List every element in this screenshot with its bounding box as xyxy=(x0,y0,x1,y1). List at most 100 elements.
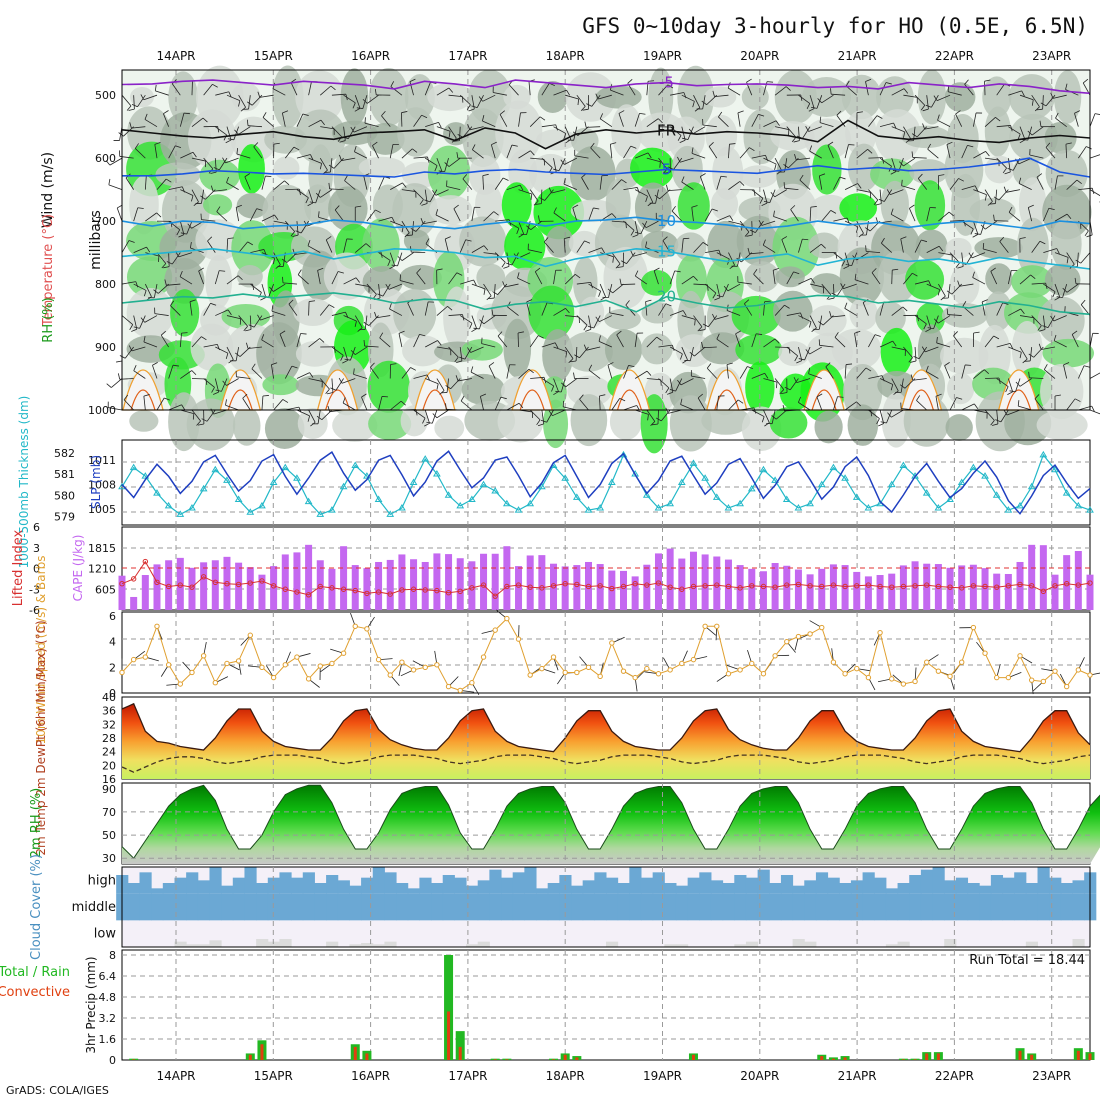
wind-speed-point xyxy=(212,680,219,686)
wind-barb-flag xyxy=(425,238,430,244)
y-tick-label: 32 xyxy=(102,718,116,731)
wind-barb xyxy=(626,252,636,264)
x-tick-label: 20APR xyxy=(740,49,779,63)
wind-barb-flag xyxy=(580,106,586,112)
wind-barb xyxy=(186,220,193,235)
wind-speed-point xyxy=(305,676,312,682)
wind-barb-flag xyxy=(799,174,804,181)
wind-barb-flag xyxy=(1008,206,1013,213)
cloud-bar-high xyxy=(489,869,502,894)
wind-barb xyxy=(1027,207,1033,222)
cloud-bar-middle xyxy=(839,893,852,921)
cape-bar xyxy=(398,554,406,610)
wind-barb-flag xyxy=(810,206,817,208)
wind-barb-flag xyxy=(1080,299,1086,305)
cloud-bar-high xyxy=(757,869,770,894)
wind-barb-flag xyxy=(1034,106,1040,112)
li-point xyxy=(340,586,347,592)
wind-barb-flag xyxy=(1028,371,1030,378)
thickness-point xyxy=(666,499,675,507)
wind-barb xyxy=(996,343,1011,348)
wind-barb-flag xyxy=(297,269,302,275)
cloud-bar-middle xyxy=(1060,893,1074,921)
rh-patch xyxy=(944,82,976,112)
li-point xyxy=(469,585,475,591)
wind-barb xyxy=(831,93,846,96)
surface-isotherm-30 xyxy=(519,389,545,411)
thickness-point xyxy=(596,504,605,511)
wind-barb-flag xyxy=(925,328,931,333)
wind-barb-flag xyxy=(470,366,474,373)
wind-barb-flag xyxy=(282,110,289,114)
wind-barb xyxy=(728,144,730,159)
wind-barb xyxy=(681,181,694,190)
wind-barb xyxy=(331,126,342,138)
li-point xyxy=(585,583,592,590)
wind-barb-flag xyxy=(483,288,486,295)
rh-patch xyxy=(849,297,878,331)
wind-barb xyxy=(816,95,823,109)
wind-barb-flag xyxy=(957,280,960,287)
wind-barb-flag xyxy=(253,142,259,148)
wind-speed-point xyxy=(760,671,767,677)
wind-barb xyxy=(726,310,741,316)
precip-convective-bar xyxy=(831,1058,835,1060)
wind-barb-flag xyxy=(693,275,698,281)
y-tick-label: 20 xyxy=(102,759,116,772)
y-tick-label: 4.8 xyxy=(99,991,117,1004)
wind-barb xyxy=(693,315,703,327)
wind-barb xyxy=(341,378,356,384)
wind-barb-flag xyxy=(282,399,289,403)
thickness-point xyxy=(654,504,663,511)
isotherm-label: 15 xyxy=(657,242,676,260)
wind-barb xyxy=(362,95,368,109)
wind-barb-flag xyxy=(295,230,302,234)
wind-barb xyxy=(1029,154,1044,159)
isotherm-label: 10 xyxy=(657,212,676,230)
wind-barb-flag xyxy=(350,349,356,355)
wind-barb-flag xyxy=(302,113,309,116)
rh-patch xyxy=(839,247,884,307)
wind-barb-flag xyxy=(1083,365,1090,368)
wind-barb-flag xyxy=(435,209,439,216)
wind-barb-flag xyxy=(946,141,953,145)
wind-barb xyxy=(903,94,918,98)
wind-barb xyxy=(530,220,543,231)
wind-barb xyxy=(953,335,963,348)
wind-barb xyxy=(727,283,741,292)
wind-barb-flag xyxy=(1086,234,1093,238)
wind-barb xyxy=(493,284,496,299)
cloud-bar-middle xyxy=(512,893,525,921)
rh-patch xyxy=(199,159,240,192)
wind-barb-flag xyxy=(190,242,192,249)
cloud-bar-middle xyxy=(174,893,187,921)
isotherm-label: 5 xyxy=(662,160,672,178)
wind-barb xyxy=(646,189,654,203)
wind-barb-flag xyxy=(511,144,518,147)
wind-barb xyxy=(818,315,823,330)
cloud-bar-high xyxy=(1072,880,1085,894)
wind-barb-flag xyxy=(793,140,800,143)
wind-barb-flag xyxy=(645,299,652,302)
wind-barb-flag xyxy=(213,167,220,171)
li-point xyxy=(259,578,265,584)
wind-barb-flag xyxy=(205,378,208,386)
rh-patch xyxy=(231,220,275,276)
wind-barb xyxy=(541,378,554,387)
thickness-point xyxy=(316,510,325,517)
rh-patch xyxy=(707,220,744,269)
wind-barb-flag xyxy=(579,394,584,400)
axis-title: 2m RH (%) xyxy=(29,788,44,859)
wind-barb-flag xyxy=(911,133,918,138)
wind-barb xyxy=(518,368,530,379)
wind-barb-flag xyxy=(1002,302,1009,305)
cloud-bar-high xyxy=(232,877,245,894)
wind-barb xyxy=(973,189,987,196)
wind-barb xyxy=(996,83,1006,96)
rh-patch xyxy=(982,76,1012,118)
cape-bar xyxy=(340,546,348,610)
wind-speed-point xyxy=(620,668,627,674)
wind-barb-flag xyxy=(785,86,791,91)
wind-barb xyxy=(518,189,532,195)
